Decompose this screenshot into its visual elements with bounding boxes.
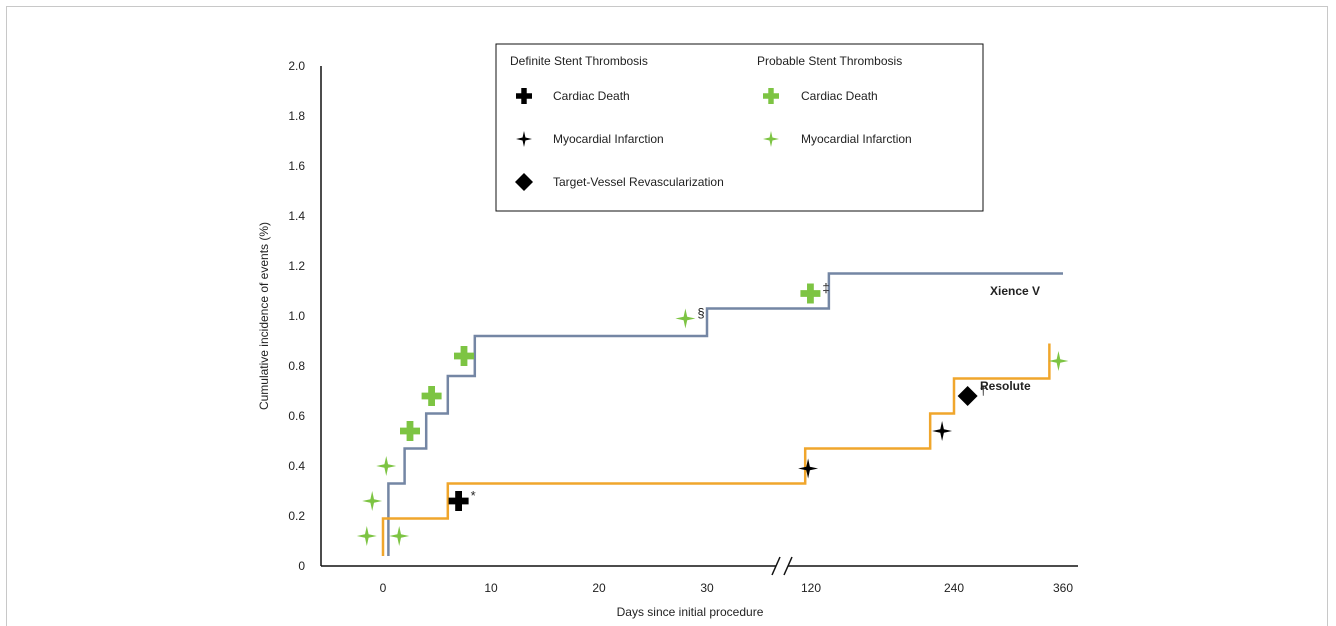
x-tick-label: 20 bbox=[592, 581, 606, 595]
event-marker bbox=[362, 491, 383, 511]
star-icon bbox=[516, 131, 532, 147]
event-marker bbox=[389, 526, 410, 546]
event-marker bbox=[932, 421, 953, 441]
event-marker bbox=[1048, 351, 1069, 371]
legend-entry-label: Target-Vessel Revascularization bbox=[553, 175, 724, 189]
legend-group-heading: Definite Stent Thrombosis bbox=[510, 54, 648, 68]
event-footnote-mark: § bbox=[697, 306, 704, 321]
event-marker bbox=[798, 458, 819, 479]
diamond-icon bbox=[957, 386, 978, 406]
series-layer: Xience V Resolute bbox=[381, 272, 1063, 556]
star-icon bbox=[798, 458, 819, 479]
y-tick-label: 2.0 bbox=[288, 59, 305, 73]
x-tick-label: 240 bbox=[944, 581, 964, 595]
event-marker: ‡ bbox=[800, 281, 830, 304]
y-tick-label: 0 bbox=[298, 559, 305, 573]
star-icon bbox=[356, 526, 377, 546]
legend-entry-label: Cardiac Death bbox=[801, 89, 878, 103]
x-tick-label: 360 bbox=[1053, 581, 1073, 595]
plus-icon bbox=[448, 491, 469, 511]
plus-icon bbox=[421, 386, 442, 406]
event-marker: § bbox=[675, 306, 705, 329]
series-line-resolute bbox=[381, 343, 1051, 556]
event-footnote-mark: ‡ bbox=[822, 281, 829, 296]
y-axis-title: Cumulative incidence of events (%) bbox=[257, 222, 271, 410]
y-tick-label: 1.2 bbox=[288, 259, 305, 273]
y-tick-label: 1.6 bbox=[288, 159, 305, 173]
plus-icon bbox=[516, 88, 533, 104]
plus-icon bbox=[763, 88, 780, 104]
y-tick-label: 0.4 bbox=[288, 459, 305, 473]
star-icon bbox=[362, 491, 383, 511]
series-line-xience-v bbox=[387, 272, 1063, 556]
chart-frame bbox=[6, 6, 1328, 626]
event-marker bbox=[454, 346, 474, 366]
y-tick-label: 1.4 bbox=[288, 209, 305, 223]
legend-entry-label: Cardiac Death bbox=[553, 89, 630, 103]
x-tick-label: 30 bbox=[700, 581, 714, 595]
diamond-icon bbox=[515, 173, 533, 191]
star-icon bbox=[675, 308, 696, 329]
series-label: Resolute bbox=[980, 379, 1031, 393]
star-icon bbox=[376, 456, 397, 476]
y-tick-label: 0.8 bbox=[288, 359, 305, 373]
event-marker: * bbox=[448, 488, 476, 511]
x-tick-label: 120 bbox=[801, 581, 821, 595]
legend: Definite Stent Thrombosis Cardiac Death My… bbox=[495, 43, 984, 212]
event-marker bbox=[421, 386, 442, 406]
event-footnote-mark: † bbox=[980, 383, 987, 398]
event-markers: * § ‡ † bbox=[356, 281, 1069, 546]
star-icon bbox=[1048, 351, 1069, 371]
x-tick-label: 0 bbox=[380, 581, 387, 595]
legend-group-heading: Probable Stent Thrombosis bbox=[757, 54, 902, 68]
event-marker: † bbox=[957, 383, 987, 406]
plus-icon bbox=[800, 283, 821, 304]
event-marker bbox=[400, 421, 420, 441]
y-tick-label: 1.0 bbox=[288, 309, 305, 323]
series-label: Xience V bbox=[990, 284, 1040, 298]
event-marker bbox=[356, 526, 377, 546]
axis-break-mark bbox=[783, 556, 793, 576]
legend-entry-label: Myocardial Infarction bbox=[801, 132, 912, 146]
y-tick-label: 1.8 bbox=[288, 109, 305, 123]
axes: 0 0.2 0.4 0.6 0.8 1.0 1.2 1.4 1.6 1.8 2.0 0 10 20 30 12… bbox=[257, 59, 1078, 619]
star-icon bbox=[932, 421, 953, 441]
plus-icon bbox=[400, 421, 420, 441]
y-tick-label: 0.6 bbox=[288, 409, 305, 423]
star-icon bbox=[389, 526, 410, 546]
axis-break-mark bbox=[771, 556, 781, 576]
event-footnote-mark: * bbox=[471, 488, 476, 503]
event-marker bbox=[376, 456, 397, 476]
x-axis-title: Days since initial procedure bbox=[617, 605, 764, 619]
star-icon bbox=[763, 131, 779, 147]
y-tick-label: 0.2 bbox=[288, 509, 305, 523]
legend-box bbox=[495, 43, 984, 212]
x-tick-label: 10 bbox=[484, 581, 498, 595]
plus-icon bbox=[454, 346, 474, 366]
legend-entry-label: Myocardial Infarction bbox=[553, 132, 664, 146]
